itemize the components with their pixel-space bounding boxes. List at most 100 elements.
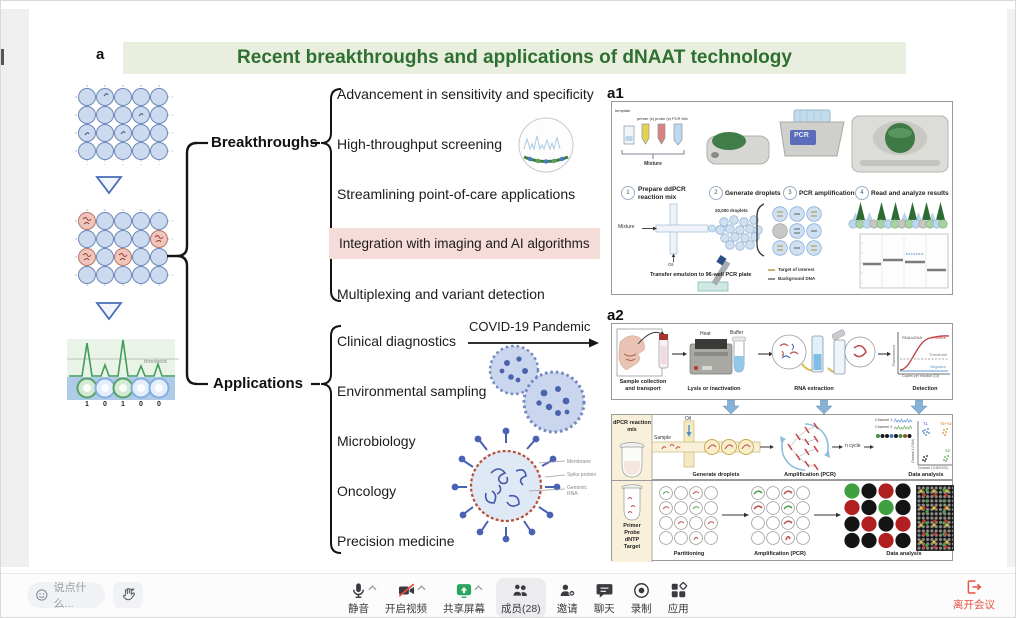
panel-a1: template primer (s) probe (s) PCR Mix Mi…: [611, 101, 953, 295]
step-label: PCR amplification: [799, 190, 855, 197]
right-gutter: [1007, 9, 1015, 567]
toolbar-label: 静音: [348, 603, 369, 615]
left-gutter: [1, 9, 29, 567]
breakthrough-item: Multiplexing and variant detection: [337, 286, 545, 302]
droplet-count-label: 20,000 droplets: [715, 208, 748, 213]
heat-label: Heat: [700, 331, 711, 337]
apps-button[interactable]: 应用: [663, 578, 694, 617]
amplification-cycle: [780, 422, 830, 471]
breakthrough-item: Advancement in sensitivity and specifici…: [337, 86, 594, 102]
meeting-toolbar: 说点什么...: [1, 573, 1015, 617]
sidebar-tube-art: [619, 442, 645, 478]
virus-label-spike: Spike protein: [567, 472, 597, 478]
grid1-squiggles: [84, 93, 144, 136]
positive-droplets: [78, 212, 168, 266]
a2-caption: Partitioning: [673, 551, 705, 557]
toolbar-label: 应用: [667, 603, 689, 615]
breakthrough-item-highlighted: Integration with imaging and AI algorith…: [329, 228, 600, 259]
step-number: 3: [788, 190, 792, 196]
chevron-up-icon[interactable]: [474, 585, 483, 591]
record-icon: [633, 582, 649, 598]
figure-label-a: a: [96, 46, 105, 63]
readout-peaks: [848, 202, 948, 229]
tube-label: PCR Mix: [672, 116, 688, 121]
a2-caption: RNA extraction: [794, 386, 834, 392]
chevron-up-icon[interactable]: [368, 585, 377, 591]
invite-button[interactable]: 邀请: [552, 578, 583, 617]
binary-digit: 0: [103, 401, 107, 408]
step-circles: [621, 186, 869, 200]
buffer-tube-art: [732, 336, 746, 373]
applications-brace: [320, 325, 342, 554]
droplets-bracket: [756, 203, 765, 257]
chevron-down-icon: [95, 176, 123, 195]
sidebar-tube-art: [621, 484, 643, 521]
mixture-bottom-label: Mixture: [618, 224, 635, 230]
branch-applications: Applications: [213, 375, 304, 392]
raise-hand-button[interactable]: [113, 582, 143, 608]
plot-ylabel: Fluorescence: [892, 344, 896, 366]
application-item: Clinical diagnostics: [337, 333, 457, 349]
virus-particles: [488, 344, 586, 434]
share-screen-icon: [456, 583, 472, 598]
sample-dna: [661, 444, 681, 450]
buffer-label: Buffer: [730, 330, 744, 336]
droplet-grid-post: [78, 212, 168, 284]
scatter-xlabel: Channel 2 (HEX/VIC): [918, 466, 949, 470]
mute-button[interactable]: 静音: [343, 578, 377, 617]
a2-caption: Generate droplets: [692, 472, 740, 478]
rna-extraction-art: [771, 329, 876, 375]
oil-label: Oil: [668, 262, 674, 267]
share-screen-button[interactable]: 共享屏幕: [438, 578, 490, 617]
a2-caption: Data analysis: [886, 551, 922, 557]
edge-mark: [1, 49, 4, 65]
sample-collection-art: [616, 328, 669, 377]
readout-droplets: [76, 377, 170, 399]
amplification-grid: [751, 486, 810, 545]
channel1-label: Channel 1: [875, 418, 893, 422]
tube-label: primer (s): [637, 116, 655, 121]
a2-bottom-graphics: [612, 481, 911, 562]
virus-label-membrane: Membrane: [567, 459, 591, 465]
application-item: Precision medicine: [337, 533, 455, 549]
partitioning-grid: [659, 486, 718, 545]
virus-spike-tips: [451, 427, 561, 543]
application-item: Microbiology: [337, 433, 416, 449]
detection-plot: [897, 332, 950, 375]
plot-curve-label: RNA/cDNA: [902, 335, 923, 340]
members-icon: [512, 583, 528, 596]
tube-label: template: [615, 108, 631, 113]
toolbar-label: 录制: [630, 603, 652, 615]
start-video-button[interactable]: 开启视频: [380, 578, 432, 617]
members-button[interactable]: 成员(28): [496, 578, 546, 617]
droplet-reader-device: [851, 115, 949, 173]
channel-traces: [876, 418, 913, 438]
microphone-icon: [353, 582, 364, 598]
application-item: Oncology: [337, 483, 397, 499]
plot-xlabel: Copies per reaction (Ct): [902, 374, 940, 378]
chevron-down-icon: [95, 302, 123, 321]
leave-meeting-button[interactable]: 离开会议: [953, 578, 995, 612]
record-button[interactable]: 录制: [626, 578, 657, 617]
sidebar-line: dNTP: [624, 537, 640, 543]
droplet-closeup-grid: [772, 206, 822, 256]
sample-label: Sample: [654, 435, 671, 441]
virus-label-genomic: Genomic RNA: [567, 485, 588, 497]
plot-threshold-label: Threshold: [929, 352, 947, 357]
toolbar-label: 成员(28): [501, 603, 541, 615]
chat-button[interactable]: 聊天: [589, 578, 620, 617]
breakthrough-item: High-throughput screening: [337, 136, 502, 152]
screening-icon: [518, 117, 574, 173]
chevron-up-icon[interactable]: [416, 585, 426, 591]
chat-input[interactable]: 说点什么...: [27, 582, 105, 610]
channel2-label: Channel 2: [875, 425, 893, 429]
a2-caption: Data analysis: [908, 472, 944, 478]
main-brace: [167, 141, 320, 386]
toolbar-label: 共享屏幕: [443, 603, 485, 615]
oil-label: Oil: [685, 416, 692, 422]
toolbar-label: 聊天: [593, 603, 615, 615]
scatter-t2: T2: [945, 448, 950, 453]
panel-a2-mid: dPCR reaction mix Oil Sample n cycle Cha…: [611, 414, 953, 481]
toolbar-label: 开启视频: [385, 603, 427, 615]
generated-droplets: [704, 439, 754, 455]
